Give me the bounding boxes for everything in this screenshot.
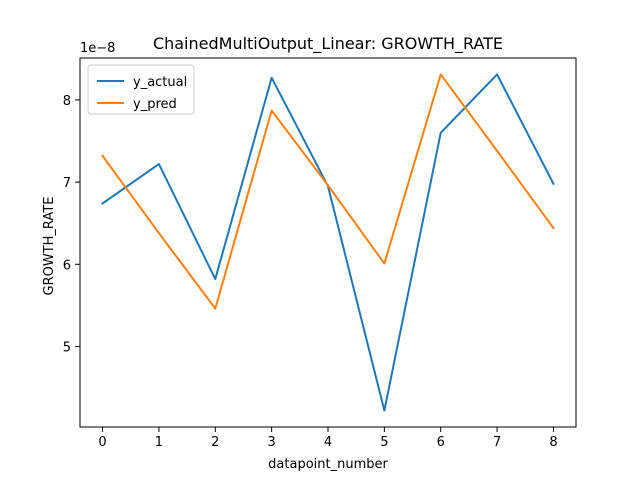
legend-label-y_pred: y_pred bbox=[133, 97, 177, 112]
x-tick-label-8: 8 bbox=[549, 435, 557, 450]
x-tick-label-1: 1 bbox=[155, 435, 163, 450]
y-tick-label-0: 5 bbox=[63, 340, 71, 355]
y-axis-offset-label: 1e−8 bbox=[80, 41, 115, 56]
x-tick-label-3: 3 bbox=[267, 435, 275, 450]
x-axis-label: datapoint_number bbox=[268, 457, 388, 472]
legend: y_actual y_pred bbox=[88, 65, 194, 114]
x-tick-label-7: 7 bbox=[493, 435, 501, 450]
x-tick-label-2: 2 bbox=[211, 435, 219, 450]
chart-title: ChainedMultiOutput_Linear: GROWTH_RATE bbox=[153, 34, 503, 54]
legend-label-y_actual: y_actual bbox=[133, 75, 187, 90]
y-tick-label-3: 8 bbox=[63, 94, 71, 109]
y-tick-label-2: 7 bbox=[63, 176, 71, 191]
x-tick-label-5: 5 bbox=[380, 435, 388, 450]
x-tick-label-0: 0 bbox=[98, 435, 106, 450]
x-tick-label-6: 6 bbox=[437, 435, 445, 450]
y-axis-label: GROWTH_RATE bbox=[42, 197, 57, 296]
y-tick-label-1: 6 bbox=[63, 258, 71, 273]
x-tick-label-4: 4 bbox=[324, 435, 332, 450]
